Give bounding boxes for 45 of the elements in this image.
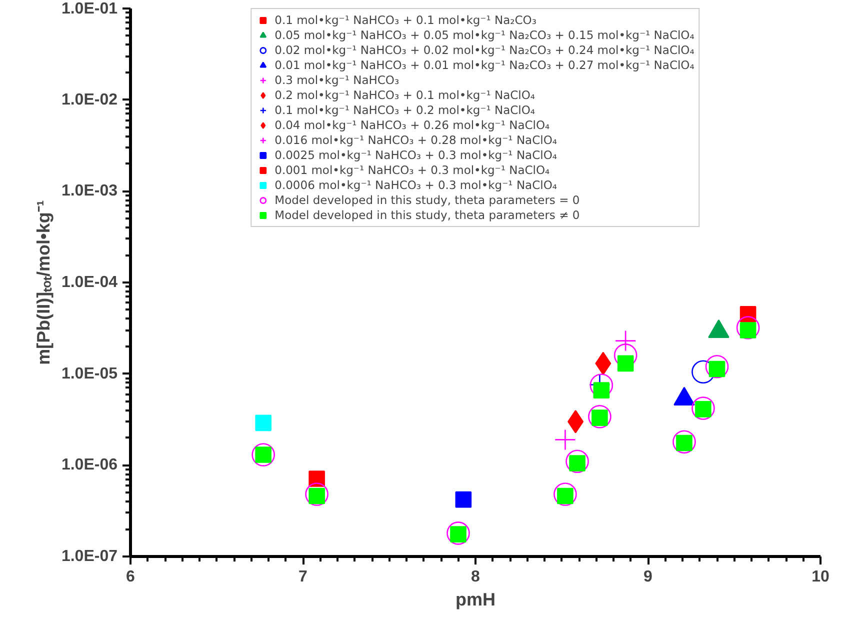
legend-label: 0.0025 mol•kg⁻¹ NaHCO₃ + 0.3 mol•kg⁻¹ NaClO₄ [274,148,557,162]
point [736,316,760,340]
legend-label: 0.016 mol•kg⁻¹ NaHCO₃ + 0.28 mol•kg⁻¹ NaClO₄ [274,133,557,147]
point [672,430,696,454]
point [446,522,470,545]
legend-label: Model developed in this study, theta parameters = 0 [274,193,580,207]
x-tick-label: 7 [298,568,308,586]
point [455,491,472,508]
legend-label: 0.02 mol•kg⁻¹ NaHCO₃ + 0.02 mol•kg⁻¹ Na₂CO₃ + 0.24 mol•kg⁻¹ NaClO₄ [274,43,694,57]
point [588,404,612,428]
x-axis-title: pmH [456,590,496,610]
y-tick-label: 1.0E-06 [61,456,118,474]
point [566,450,589,474]
legend-label: 0.05 mol•kg⁻¹ NaHCO₃ + 0.05 mol•kg⁻¹ Na₂CO₃ + 0.15 mol•kg⁻¹ NaClO₄ [274,28,694,42]
y-tick-label: 1.0E-05 [61,365,118,382]
point [617,355,634,372]
point [305,482,328,506]
y-tick-label: 1.0E-07 [61,548,118,565]
x-tick-label: 8 [471,568,480,586]
y-axis-title: m[Pb(II)]ₜₒₜ/mol•kg⁻¹ [33,200,54,365]
legend-label: 0.2 mol•kg⁻¹ NaHCO₃ + 0.1 mol•kg⁻¹ NaClO₄ [274,88,536,102]
legend-label: 0.1 mol•kg⁻¹ NaHCO₃ + 0.2 mol•kg⁻¹ NaClO₄ [274,103,536,117]
legend-label: 0.1 mol•kg⁻¹ NaHCO₃ + 0.1 mol•kg⁻¹ Na₂CO₃ [274,13,536,27]
point [554,429,576,450]
x-tick-label: 9 [644,568,653,586]
point [705,354,729,378]
y-tick-label: 1.0E-03 [61,182,118,200]
legend-label: 0.0006 mol•kg⁻¹ NaHCO₃ + 0.3 mol•kg⁻¹ NaClO₄ [274,178,557,192]
point [692,360,715,384]
x-tick-label: 10 [812,568,830,586]
legend-label: 0.04 mol•kg⁻¹ NaHCO₃ + 0.26 mol•kg⁻¹ NaClO₄ [274,118,550,132]
legend-label: 0.01 mol•kg⁻¹ NaHCO₃ + 0.01 mol•kg⁻¹ Na₂CO₃ + 0.27 mol•kg⁻¹ NaClO₄ [274,58,694,72]
point [252,443,275,466]
x-tick-label: 6 [126,568,136,586]
point [692,396,715,420]
point [614,330,636,352]
legend-label: 0.001 mol•kg⁻¹ NaHCO₃ + 0.3 mol•kg⁻¹ NaClO₄ [274,163,550,177]
y-tick-label: 1.0E-02 [61,91,118,108]
y-tick-label: 1.0E-04 [61,274,118,291]
y-tick-label: 1.0E-01 [61,0,118,18]
point [308,470,325,487]
point [554,482,577,506]
legend-label: Model developed in this study, theta parameters ≠ 0 [274,208,580,222]
point [255,414,272,432]
legend-label: 0.3 mol•kg⁻¹ NaHCO₃ [274,73,400,87]
